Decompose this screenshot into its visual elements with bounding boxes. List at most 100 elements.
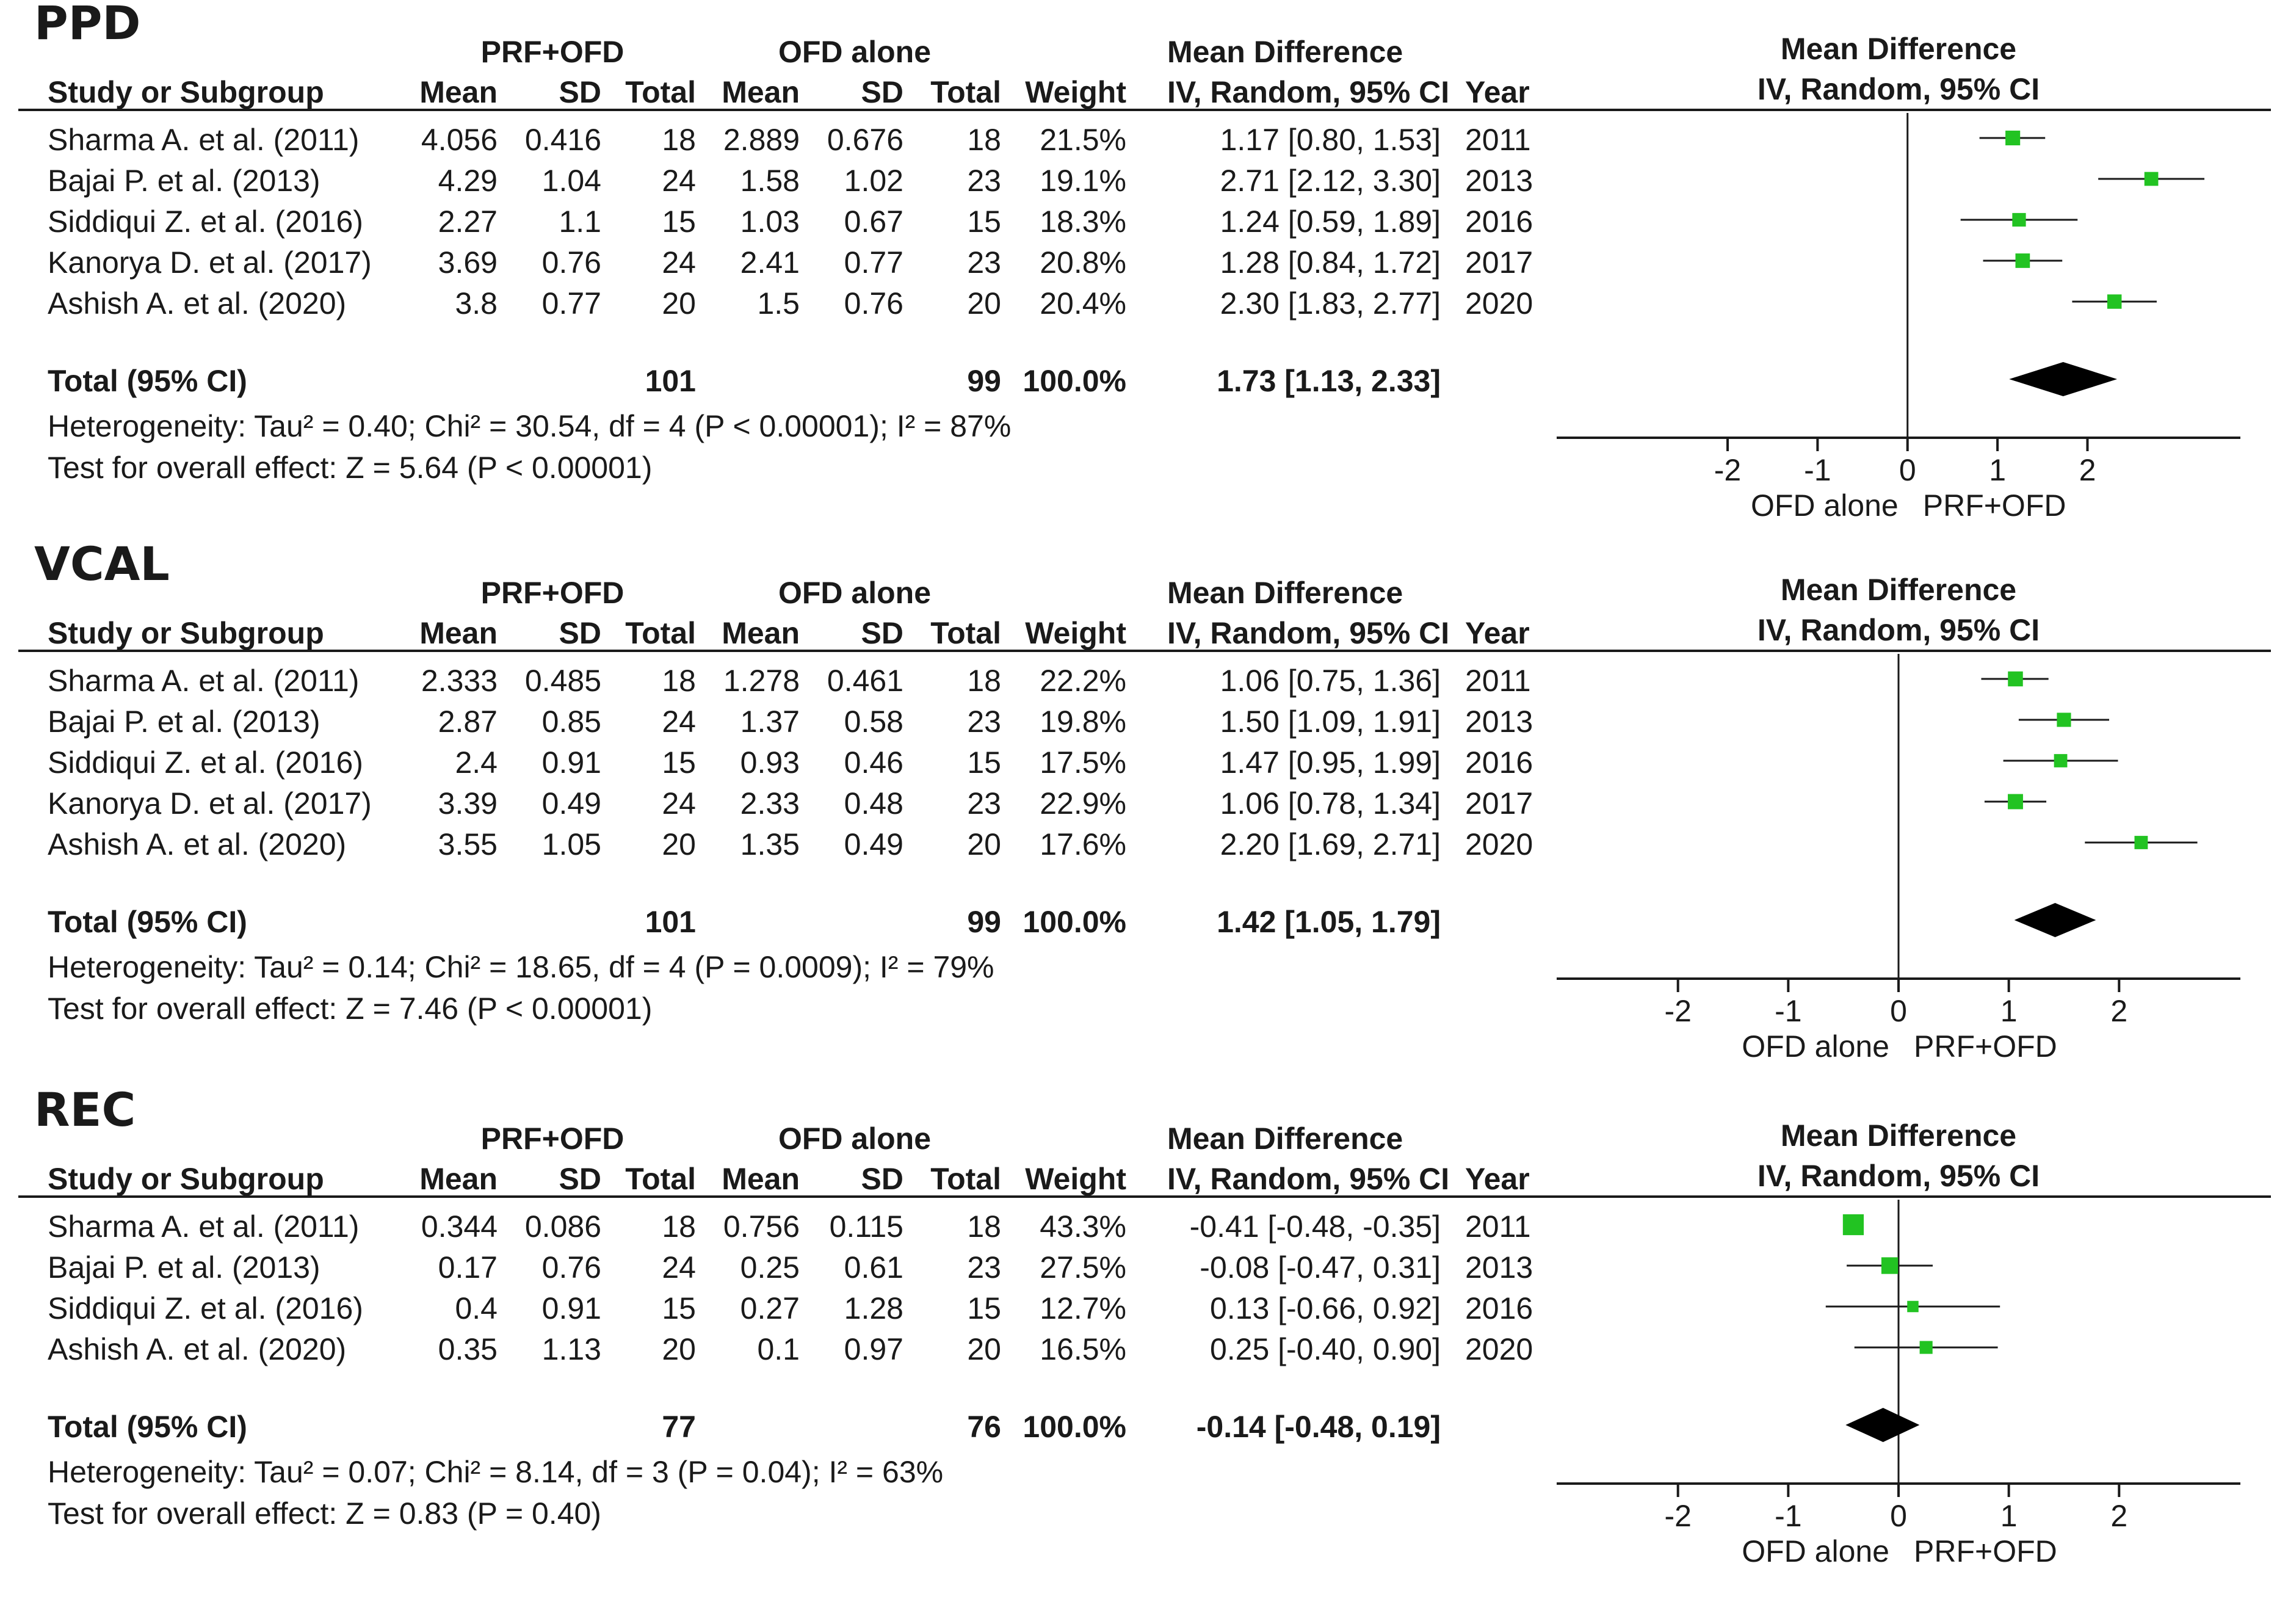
study-mean-ofd-alone: 1.03: [740, 205, 800, 239]
point-estimate-marker: [2008, 671, 2023, 687]
heterogeneity-text: Heterogeneity: Tau² = 0.40; Chi² = 30.54…: [48, 409, 1012, 443]
study-total-prf-ofd: 18: [662, 123, 696, 157]
study-total-prf-ofd: 20: [662, 1332, 696, 1366]
total-ci: 1.73 [1.13, 2.33]: [1217, 364, 1441, 398]
md-header: Mean Difference: [1167, 1122, 1403, 1156]
study-total-prf-ofd: 15: [662, 745, 696, 780]
study-total-prf-ofd: 15: [662, 1291, 696, 1325]
study-weight: 20.4%: [1040, 286, 1126, 321]
pooled-estimate-diamond: [2009, 362, 2118, 396]
study-sd-prf-ofd: 0.77: [541, 286, 601, 321]
col-header-mean-1: Mean: [419, 75, 498, 109]
study-ci: 1.47 [0.95, 1.99]: [1220, 745, 1441, 780]
col-header-mean-2: Mean: [722, 616, 800, 650]
study-sd-ofd-alone: 0.67: [844, 205, 903, 239]
col-header-mean-2: Mean: [722, 75, 800, 109]
x-tick-label: 0: [1890, 1499, 1907, 1533]
overall-effect-text: Test for overall effect: Z = 7.46 (P < 0…: [48, 991, 653, 1026]
overall-effect-text: Test for overall effect: Z = 5.64 (P < 0…: [48, 451, 653, 485]
study-mean-ofd-alone: 0.25: [740, 1250, 800, 1285]
study-name: Bajai P. et al. (2013): [48, 705, 320, 739]
group-header-prf-ofd: PRF+OFD: [480, 35, 624, 69]
study-year: 2013: [1465, 164, 1533, 198]
study-sd-prf-ofd: 1.13: [541, 1332, 601, 1366]
study-total-ofd-alone: 18: [967, 123, 1001, 157]
study-sd-prf-ofd: 0.91: [541, 1291, 601, 1325]
study-weight: 18.3%: [1040, 205, 1126, 239]
x-tick-label: -1: [1775, 994, 1801, 1028]
study-ci: 2.30 [1.83, 2.77]: [1220, 286, 1441, 321]
point-estimate-marker: [2012, 212, 2026, 227]
study-sd-prf-ofd: 1.1: [559, 205, 601, 239]
col-header-mean-1: Mean: [419, 1162, 498, 1196]
col-header-total-2: Total: [930, 616, 1001, 650]
favours-right-label: PRF+OFD: [1914, 1534, 2057, 1568]
plot-header-ci: IV, Random, 95% CI: [1758, 72, 2040, 106]
point-estimate-marker: [1907, 1300, 1919, 1313]
study-sd-ofd-alone: 0.48: [844, 786, 903, 821]
study-ci: 1.17 [0.80, 1.53]: [1220, 123, 1441, 157]
point-estimate-marker: [2134, 836, 2148, 849]
study-total-ofd-alone: 23: [967, 164, 1001, 198]
col-header-sd-1: SD: [559, 616, 601, 650]
study-ci: -0.41 [-0.48, -0.35]: [1189, 1209, 1441, 1244]
group-header-ofd-alone: OFD alone: [778, 35, 932, 69]
col-header-mean-2: Mean: [722, 1162, 800, 1196]
plot-header-md: Mean Difference: [1781, 32, 2016, 66]
study-year: 2016: [1465, 205, 1533, 239]
study-total-prf-ofd: 24: [662, 786, 696, 821]
forest-plot: Mean Difference IV, Random, 95% CI -2 -1 0 1 2…: [1557, 1118, 2240, 1568]
study-ci: 1.24 [0.59, 1.89]: [1220, 205, 1441, 239]
study-weight: 22.2%: [1040, 664, 1126, 698]
group-header-prf-ofd: PRF+OFD: [480, 1122, 624, 1156]
col-header-total-2: Total: [930, 1162, 1001, 1196]
study-sd-ofd-alone: 0.58: [844, 705, 903, 739]
forest-plot: Mean Difference IV, Random, 95% CI -2 -1 0 1 2…: [1557, 32, 2240, 523]
study-year: 2020: [1465, 286, 1533, 321]
total-n-prf-ofd: 77: [662, 1410, 696, 1444]
forest-plot: Mean Difference IV, Random, 95% CI -2 -1 0 1 2…: [1557, 573, 2240, 1064]
plot-header-ci: IV, Random, 95% CI: [1758, 1159, 2040, 1193]
study-mean-prf-ofd: 3.39: [438, 786, 498, 821]
total-label: Total (95% CI): [48, 1410, 247, 1444]
study-year: 2011: [1465, 123, 1531, 157]
study-mean-prf-ofd: 2.87: [438, 705, 498, 739]
study-total-ofd-alone: 18: [967, 1209, 1001, 1244]
study-year: 2016: [1465, 1291, 1533, 1325]
study-mean-ofd-alone: 1.35: [740, 827, 800, 861]
study-name: Siddiqui Z. et al. (2016): [48, 1291, 363, 1325]
total-ci: -0.14 [-0.48, 0.19]: [1196, 1410, 1441, 1444]
x-tick-label: -2: [1714, 453, 1741, 487]
col-header-weight: Weight: [1025, 616, 1126, 650]
col-header-mean-1: Mean: [419, 616, 498, 650]
plot-header-ci: IV, Random, 95% CI: [1758, 613, 2040, 647]
col-header-total-2: Total: [930, 75, 1001, 109]
md-header: Mean Difference: [1167, 576, 1403, 610]
col-header-total-1: Total: [625, 616, 696, 650]
study-year: 2020: [1465, 1332, 1533, 1366]
study-year: 2017: [1465, 245, 1533, 280]
study-year: 2013: [1465, 705, 1533, 739]
total-n-ofd-alone: 99: [967, 905, 1001, 939]
group-header-ofd-alone: OFD alone: [778, 1122, 932, 1156]
study-weight: 19.1%: [1040, 164, 1126, 198]
x-tick-label: -2: [1664, 1499, 1691, 1533]
total-n-prf-ofd: 101: [645, 905, 696, 939]
study-mean-prf-ofd: 0.4: [455, 1291, 498, 1325]
col-header-ci: IV, Random, 95% CI: [1167, 75, 1450, 109]
point-estimate-marker: [2005, 130, 2021, 146]
study-ci: 1.28 [0.84, 1.72]: [1220, 245, 1441, 280]
study-name: Ashish A. et al. (2020): [48, 286, 347, 321]
study-ci: 1.50 [1.09, 1.91]: [1220, 705, 1441, 739]
study-ci: -0.08 [-0.47, 0.31]: [1200, 1250, 1441, 1285]
study-sd-prf-ofd: 0.91: [541, 745, 601, 780]
study-weight: 22.9%: [1040, 786, 1126, 821]
point-estimate-marker: [2057, 712, 2071, 727]
x-tick-label: -1: [1775, 1499, 1801, 1533]
study-total-ofd-alone: 15: [967, 1291, 1001, 1325]
x-tick-label: 1: [2000, 1499, 2018, 1533]
study-mean-prf-ofd: 3.69: [438, 245, 498, 280]
col-header-study: Study or Subgroup: [48, 1162, 324, 1196]
col-header-year: Year: [1465, 75, 1530, 109]
study-ci: 2.71 [2.12, 3.30]: [1220, 164, 1441, 198]
